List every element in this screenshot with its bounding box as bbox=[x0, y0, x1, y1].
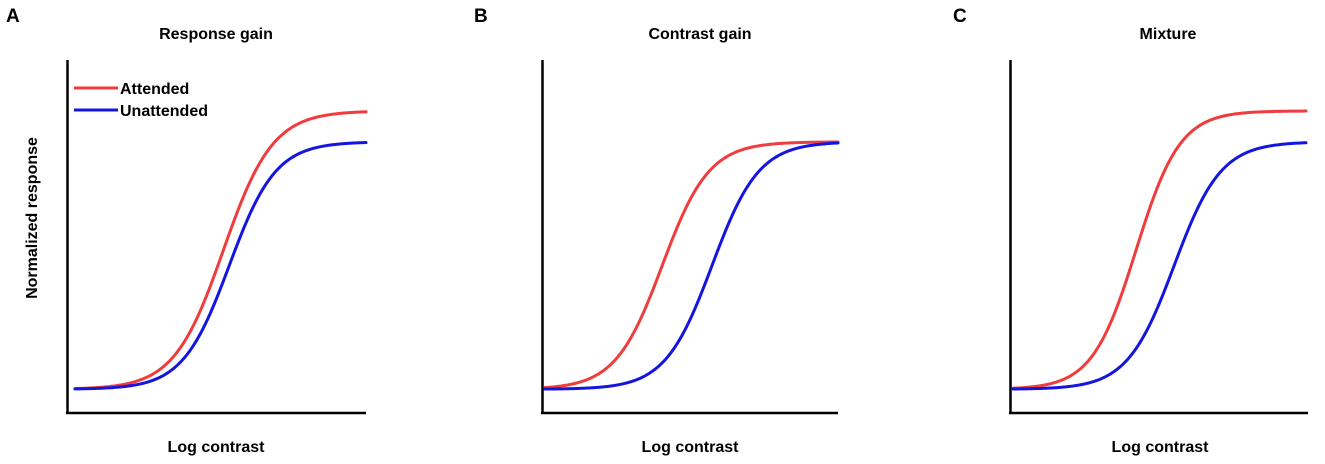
panel-title: Mixture bbox=[1140, 26, 1197, 43]
series-line-attended bbox=[543, 140, 840, 390]
panel-b: B Contrast gain Log contrast bbox=[474, 6, 840, 456]
panel-a: A Response gain Normalized response Log … bbox=[6, 6, 368, 456]
panel-letter: A bbox=[6, 6, 20, 27]
x-axis-label: Log contrast bbox=[642, 439, 740, 456]
panel-c: C Mixture Log contrast bbox=[953, 6, 1308, 456]
x-axis-label: Log contrast bbox=[168, 439, 266, 456]
y-axis-label: Normalized response bbox=[24, 137, 41, 299]
x-axis-label: Log contrast bbox=[1112, 439, 1210, 456]
series-line-unattended bbox=[1011, 141, 1308, 391]
legend-label-attended: Attended bbox=[120, 81, 189, 98]
panel-letter: C bbox=[953, 6, 967, 27]
plot-area bbox=[1011, 109, 1308, 391]
legend: Attended Unattended bbox=[74, 81, 208, 120]
legend-label-unattended: Unattended bbox=[120, 103, 208, 120]
panel-title: Contrast gain bbox=[648, 26, 751, 43]
plot-area bbox=[543, 140, 840, 391]
panel-title: Response gain bbox=[159, 26, 273, 43]
series-line-unattended bbox=[543, 141, 840, 391]
series-line-unattended bbox=[73, 141, 368, 391]
plot-area bbox=[73, 110, 368, 391]
panel-letter: B bbox=[474, 6, 488, 27]
series-line-attended bbox=[1011, 109, 1308, 390]
series-line-attended bbox=[73, 110, 368, 391]
